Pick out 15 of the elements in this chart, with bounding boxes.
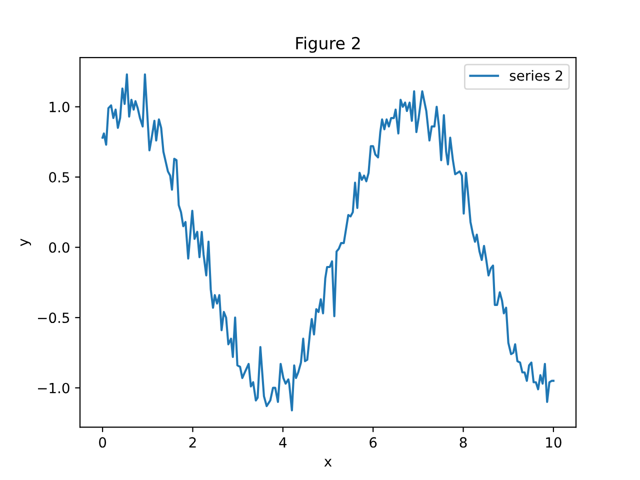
x-tick-label: 0 <box>99 437 106 448</box>
legend-label: series 2 <box>510 70 562 81</box>
y-tick-label: 0.0 <box>49 242 70 253</box>
y-tick-label: −1.0 <box>38 382 70 394</box>
chart-title: Figure 2 <box>296 36 360 53</box>
x-tick-label: 6 <box>370 437 377 448</box>
x-tick-label: 2 <box>189 437 196 448</box>
x-axis-title: x <box>324 458 332 466</box>
y-tick-label: 0.5 <box>49 172 70 183</box>
y-axis-title: y <box>20 238 31 246</box>
x-tick-label: 10 <box>546 437 562 448</box>
y-tick-label: −0.5 <box>38 312 70 324</box>
x-tick-label: 8 <box>460 437 467 448</box>
y-tick-label: 1.0 <box>50 102 70 112</box>
x-tick-label: 4 <box>279 437 287 448</box>
